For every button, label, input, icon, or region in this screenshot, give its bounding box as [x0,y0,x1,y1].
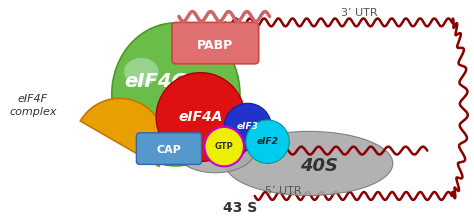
Text: complex: complex [9,107,56,117]
Text: GTP: GTP [215,142,234,151]
Ellipse shape [112,23,240,166]
Text: 40S: 40S [300,157,338,175]
Circle shape [246,120,289,163]
Circle shape [224,103,272,151]
Ellipse shape [176,128,255,173]
Text: eIF2: eIF2 [256,137,279,146]
Text: eIF4F: eIF4F [18,94,48,104]
Circle shape [204,127,244,166]
Text: 3’ UTR: 3’ UTR [340,8,377,18]
Text: 43 S: 43 S [223,201,257,215]
Circle shape [156,73,245,161]
Text: PABP: PABP [197,39,233,52]
Text: eIF4E: eIF4E [92,149,127,159]
Ellipse shape [225,131,393,196]
FancyBboxPatch shape [137,133,201,164]
FancyBboxPatch shape [172,22,259,64]
Wedge shape [81,98,165,166]
Text: CAP: CAP [156,145,182,155]
Text: 5’ UTR: 5’ UTR [264,186,301,196]
Ellipse shape [124,58,159,85]
Text: eIF4A: eIF4A [178,110,223,124]
Text: eIF4G: eIF4G [124,72,188,91]
Text: eIF3: eIF3 [237,122,259,132]
